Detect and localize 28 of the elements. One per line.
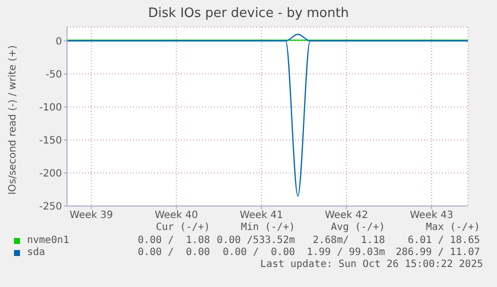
legend-label: sda (26, 247, 46, 259)
text: 2.68m/ 1.18 (312, 235, 385, 246)
text: 286.99 / 11.07 (394, 247, 480, 259)
y-axis-title: IOs/second read (-) / write (+) (8, 45, 18, 195)
y-tick-label: -150 (39, 136, 62, 146)
x-tick-label: Week 40 (154, 210, 198, 222)
y-tick-label: -50 (46, 69, 62, 80)
x-tick-label: Week 42 (324, 210, 368, 222)
y-tick-label: -250 (39, 202, 62, 213)
chart-title: Disk IOs per device - by month (147, 6, 350, 21)
text: Last update: Sun Oct 26 15:00:22 2025 (260, 259, 483, 271)
x-tick-label: Week 41 (240, 210, 284, 222)
x-tick-label: Week 39 (70, 210, 113, 222)
text: Avg (-/+) (330, 222, 385, 233)
text: 6.01 / 18.65 (406, 235, 480, 247)
text: 0.00 / 1.08 (136, 235, 210, 247)
text: 0.00 / 0.00 (136, 247, 210, 259)
text: 0.00 /533.52m (216, 235, 295, 246)
legend-label: nvme0n1 (26, 235, 70, 247)
x-tick-label: Week 43 (410, 210, 454, 222)
text: 0.00 / 0.00 (222, 247, 295, 258)
text: 1.99 / 99.03m (306, 247, 385, 258)
y-tick-label: 0 (56, 36, 62, 48)
y-tick-label: -200 (39, 168, 62, 180)
text: Min (-/+) (240, 222, 295, 233)
text: Max (-/+) (424, 222, 480, 234)
y-tick-label: -100 (39, 102, 62, 114)
text: Cur (-/+) (154, 222, 210, 234)
